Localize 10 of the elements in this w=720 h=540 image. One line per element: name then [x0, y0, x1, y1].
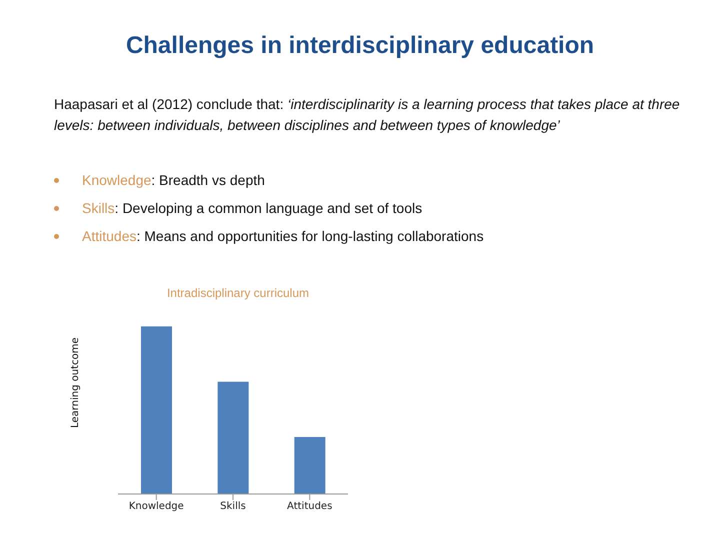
text: Skills: Developing a common language and set of tools [82, 200, 422, 216]
text: Knowledge: Breadth vs depth [82, 172, 265, 188]
x-tick-label: Attitudes [287, 501, 332, 512]
y-axis-title: Learning outcome [70, 338, 81, 428]
x-tick-label: Skills [220, 501, 246, 512]
chart-title: Challenges in interdisciplinary education [124, 32, 596, 60]
text: Haapasari et al (2012) conclude that: ‘interdisciplinarity is a learning process that takes place at three levels: between individuals, between disciplines and between types of knowledge’ [54, 96, 680, 133]
chart-subtitle: Intradisciplinary curriculum [166, 286, 310, 300]
text: Attitudes: Means and opportunities for long-lasting collaborations [82, 228, 484, 244]
x-tick-label: Knowledge [128, 501, 184, 512]
